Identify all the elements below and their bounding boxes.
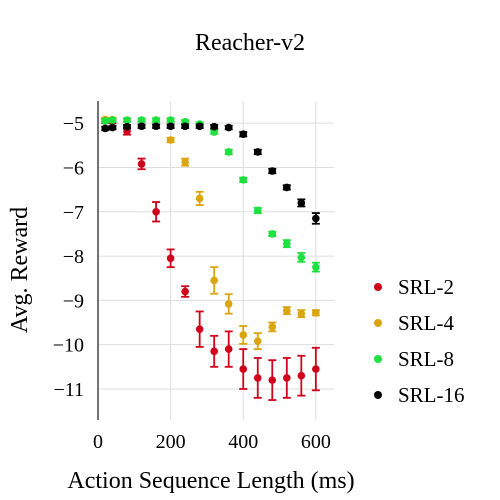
legend-marker bbox=[374, 391, 382, 399]
legend-label: SRL-4 bbox=[398, 311, 455, 335]
data-point bbox=[312, 263, 320, 271]
ticks: 0 200 400 600 −5 −6 −7 −8 −9 −10 −11 bbox=[53, 113, 331, 453]
data-point bbox=[253, 374, 262, 382]
series-srl-2 bbox=[101, 117, 320, 401]
data-point bbox=[297, 199, 306, 207]
data-point bbox=[137, 122, 146, 131]
data-point bbox=[210, 122, 218, 131]
x-tick-label: 200 bbox=[156, 431, 186, 453]
legend-label: SRL-2 bbox=[398, 275, 454, 299]
data-point bbox=[210, 276, 218, 285]
data-point bbox=[152, 122, 160, 131]
data-point bbox=[195, 122, 204, 131]
data-point bbox=[108, 116, 117, 124]
y-tick-label: −10 bbox=[53, 335, 84, 357]
data-point bbox=[181, 122, 189, 131]
data-point bbox=[297, 371, 306, 380]
data-point bbox=[181, 287, 189, 296]
data-point bbox=[253, 148, 262, 156]
data-point bbox=[152, 116, 160, 124]
data-point bbox=[152, 207, 160, 216]
data-point bbox=[195, 194, 204, 203]
data-point bbox=[166, 122, 175, 131]
data-point bbox=[297, 253, 306, 262]
data-point bbox=[195, 325, 204, 333]
data-point bbox=[181, 158, 189, 166]
y-tick-label: −6 bbox=[63, 157, 84, 179]
grid bbox=[97, 101, 334, 420]
x-axis-label: Action Sequence Length (ms) bbox=[67, 468, 354, 494]
data-point bbox=[312, 214, 320, 223]
data-point bbox=[268, 323, 277, 331]
legend-marker bbox=[374, 319, 382, 327]
legend-label: SRL-16 bbox=[398, 383, 465, 407]
data-point bbox=[108, 123, 117, 132]
series-srl-4 bbox=[101, 115, 320, 351]
data-point bbox=[239, 331, 248, 339]
y-tick-label: −5 bbox=[63, 113, 84, 135]
x-tick-label: 0 bbox=[93, 431, 103, 453]
x-tick-label: 600 bbox=[301, 431, 331, 453]
data-point bbox=[268, 230, 277, 238]
chart-title: Reacher-v2 bbox=[195, 30, 305, 56]
data-point bbox=[283, 239, 291, 248]
data-point bbox=[101, 124, 110, 133]
data-points bbox=[101, 115, 320, 401]
legend-marker bbox=[374, 355, 382, 363]
data-point bbox=[224, 123, 233, 132]
y-tick-label: −11 bbox=[53, 379, 84, 401]
data-point bbox=[123, 122, 131, 131]
data-point bbox=[253, 206, 262, 215]
data-point bbox=[268, 376, 277, 384]
data-point bbox=[224, 345, 233, 353]
data-point bbox=[210, 128, 218, 136]
data-point bbox=[210, 347, 218, 356]
data-point bbox=[224, 148, 233, 156]
data-point bbox=[123, 116, 131, 124]
y-axis-label: Avg. Reward bbox=[7, 207, 33, 333]
data-point bbox=[101, 117, 110, 125]
y-tick-label: −7 bbox=[63, 202, 84, 224]
y-tick-label: −8 bbox=[63, 246, 84, 268]
data-point bbox=[224, 300, 233, 308]
data-point bbox=[239, 176, 248, 184]
data-point bbox=[166, 116, 175, 124]
x-tick-label: 400 bbox=[228, 431, 258, 453]
data-point bbox=[312, 308, 320, 317]
data-point bbox=[283, 374, 291, 382]
data-point bbox=[166, 254, 175, 263]
series-srl-16 bbox=[101, 122, 320, 225]
data-point bbox=[283, 306, 291, 315]
data-point bbox=[312, 365, 320, 373]
legend: SRL-2 SRL-4 SRL-8 SRL-16 bbox=[374, 275, 465, 407]
data-point bbox=[268, 167, 277, 175]
data-point bbox=[137, 116, 146, 124]
y-tick-label: −9 bbox=[63, 290, 84, 312]
series-srl-8 bbox=[101, 116, 320, 273]
data-point bbox=[283, 183, 291, 192]
data-point bbox=[253, 337, 262, 345]
data-point bbox=[166, 136, 175, 144]
data-point bbox=[297, 309, 306, 318]
data-point bbox=[239, 130, 248, 139]
legend-label: SRL-8 bbox=[398, 347, 454, 371]
data-point bbox=[239, 365, 248, 373]
data-point bbox=[137, 160, 146, 168]
legend-marker bbox=[374, 283, 382, 291]
